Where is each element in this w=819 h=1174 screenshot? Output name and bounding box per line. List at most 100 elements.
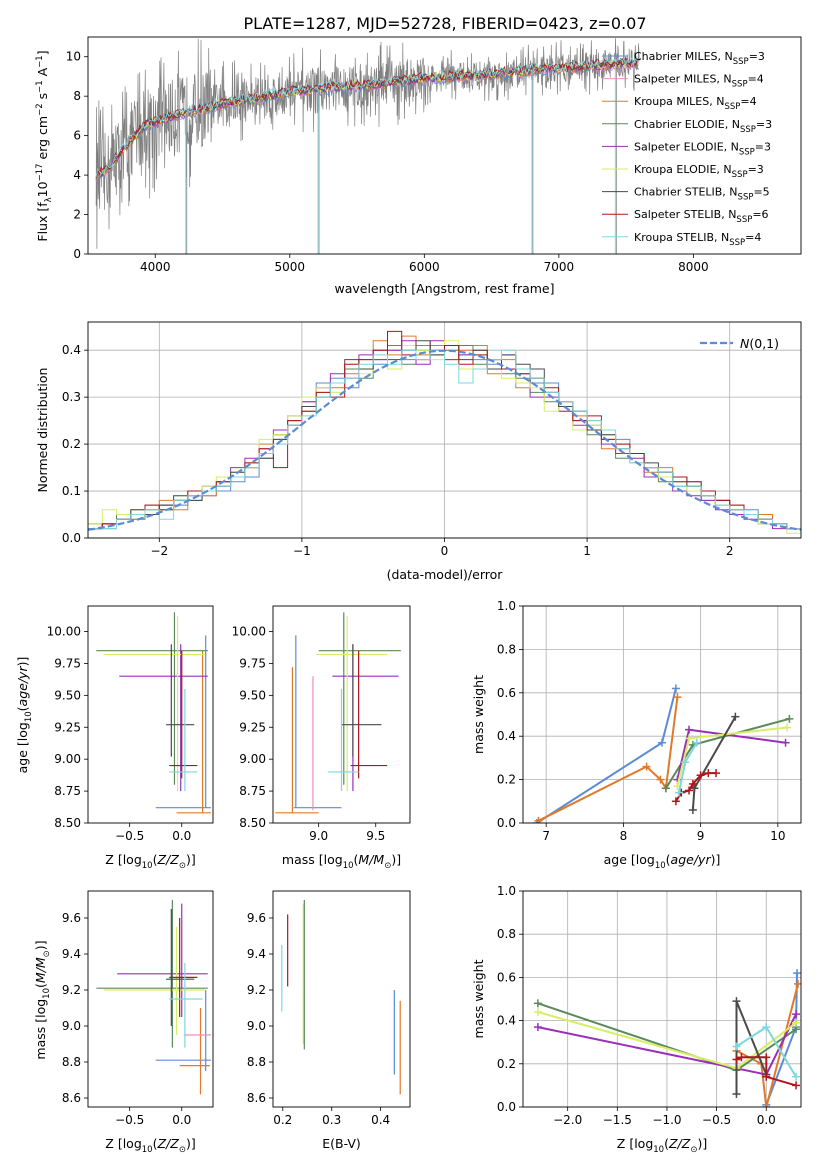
x-tick-label: −1 bbox=[293, 544, 311, 558]
mass-vs-Z-xlabel: Z [log10(Z/Z⊙)] bbox=[105, 1136, 195, 1155]
y-tick-label: 9.50 bbox=[54, 688, 81, 702]
weight-vs-age-ylabel: mass weight bbox=[471, 675, 486, 754]
age-vs-Z-plot bbox=[96, 612, 211, 814]
weight-vs-age-frame bbox=[522, 605, 802, 824]
y-tick-label: 9.25 bbox=[54, 720, 81, 734]
residuals-axes: −2 −1 0 1 2 0.0 0.1 0.2 0.3 0.4 bbox=[62, 322, 801, 558]
residuals-legend: N(0,1) bbox=[700, 336, 779, 351]
x-tick-label: −1.5 bbox=[603, 1113, 632, 1127]
y-tick-label: 0.6 bbox=[497, 686, 516, 700]
age-vs-mass-frame bbox=[272, 605, 411, 824]
y-tick-label: 8.8 bbox=[62, 1055, 81, 1069]
spectrum-axes: 4000 5000 6000 7000 8000 0 2 4 6 8 10 bbox=[66, 50, 709, 274]
x-tick-label: 9.5 bbox=[366, 829, 385, 843]
weight-vs-Z-ylabel: mass weight bbox=[471, 959, 486, 1038]
y-tick-label: 8.75 bbox=[54, 784, 81, 798]
y-tick-label: 9.0 bbox=[247, 1019, 266, 1033]
gaussian-curve bbox=[88, 349, 801, 531]
mass-vs-Z-frame bbox=[87, 890, 214, 1108]
y-tick-label: 10 bbox=[66, 50, 81, 64]
weight-vs-Z-frame bbox=[522, 890, 802, 1108]
y-tick-label: 10.00 bbox=[232, 625, 266, 639]
mass-vs-Z-axes: −0.5 0.0 8.6 8.8 9.0 9.2 9.4 9.6 bbox=[62, 911, 191, 1127]
y-tick-label: 1.0 bbox=[497, 884, 516, 898]
residuals-plot bbox=[88, 330, 801, 538]
y-tick-label: 0.8 bbox=[497, 927, 516, 941]
mass-vs-EBV-frame bbox=[272, 890, 411, 1108]
y-tick-label: 0.1 bbox=[62, 484, 81, 498]
age-vs-Z-frame bbox=[87, 605, 214, 824]
legend-label: Kroupa ELODIE, NSSP=3 bbox=[634, 163, 764, 180]
x-tick-label: 5000 bbox=[275, 260, 306, 274]
spectrum-frame bbox=[87, 36, 802, 255]
age-ylabel: age [log10(age/yr)] bbox=[15, 657, 34, 774]
legend-label: Salpeter ELODIE, NSSP=3 bbox=[634, 140, 771, 157]
spectrum-plot bbox=[95, 38, 640, 254]
x-tick-label: 0.0 bbox=[172, 829, 191, 843]
y-tick-label: 0.0 bbox=[497, 816, 516, 830]
mass-ylabel: mass [log10(M/M⊙)] bbox=[33, 940, 52, 1059]
weight-vs-age-axes: 7 8 9 10 0.0 0.2 0.4 0.6 0.8 1.0 bbox=[497, 599, 801, 843]
mass-vs-Z-plot bbox=[96, 900, 211, 1095]
x-tick-label: −0.5 bbox=[702, 1113, 731, 1127]
age-vs-mass-plot bbox=[275, 612, 401, 814]
residuals-xlabel: (data-model)/error bbox=[387, 567, 504, 582]
mass-vs-EBV-plot bbox=[281, 900, 401, 1095]
legend-label: N(0,1) bbox=[740, 336, 779, 351]
y-tick-label: 0.2 bbox=[62, 437, 81, 451]
y-tick-label: 9.0 bbox=[62, 1019, 81, 1033]
y-tick-label: 0.4 bbox=[497, 1014, 516, 1028]
y-tick-label: 9.6 bbox=[62, 911, 81, 925]
age-vs-mass-xlabel: mass [log10(M/M⊙)] bbox=[282, 852, 401, 871]
x-tick-label: 0.2 bbox=[273, 1113, 292, 1127]
x-tick-label: 0.4 bbox=[371, 1113, 390, 1127]
y-tick-label: 8.8 bbox=[247, 1055, 266, 1069]
y-tick-label: 9.6 bbox=[247, 911, 266, 925]
y-tick-label: 2 bbox=[73, 208, 81, 222]
legend-label: Salpeter MILES, NSSP=4 bbox=[634, 73, 764, 90]
y-tick-label: 0.2 bbox=[497, 1057, 516, 1071]
residuals-frame bbox=[87, 321, 802, 539]
mass-vs-EBV-axes: 0.2 0.3 0.4 8.6 8.8 9.0 9.2 9.4 9.6 bbox=[247, 911, 390, 1127]
x-tick-label: 6000 bbox=[409, 260, 440, 274]
y-tick-label: 0.0 bbox=[497, 1100, 516, 1114]
y-tick-label: 9.75 bbox=[239, 656, 266, 670]
y-tick-label: 9.2 bbox=[247, 983, 266, 997]
y-tick-label: 9.4 bbox=[247, 947, 266, 961]
x-tick-label: 1 bbox=[583, 544, 591, 558]
y-tick-label: 1.0 bbox=[497, 599, 516, 613]
x-tick-label: 0.0 bbox=[172, 1113, 191, 1127]
legend-label: Chabrier STELIB, NSSP=5 bbox=[634, 186, 770, 203]
x-tick-label: 7 bbox=[542, 829, 550, 843]
x-tick-label: −1.0 bbox=[652, 1113, 681, 1127]
y-tick-label: 8.75 bbox=[239, 784, 266, 798]
legend-label: Chabrier ELODIE, NSSP=3 bbox=[634, 118, 772, 135]
y-tick-label: 9.4 bbox=[62, 947, 81, 961]
y-tick-label: 0 bbox=[73, 247, 81, 261]
y-tick-label: 9.00 bbox=[239, 752, 266, 766]
residuals-ylabel: Normed distribution bbox=[35, 368, 50, 493]
weight-vs-Z-plot bbox=[533, 969, 801, 1107]
y-tick-label: 8.50 bbox=[239, 816, 266, 830]
weight-vs-age-plot bbox=[532, 684, 794, 823]
model-spectrum-line bbox=[95, 56, 639, 178]
x-tick-label: 7000 bbox=[544, 260, 575, 274]
x-tick-label: 2 bbox=[726, 544, 734, 558]
y-tick-label: 8.50 bbox=[54, 816, 81, 830]
series-line bbox=[536, 688, 677, 823]
x-tick-label: 9 bbox=[697, 829, 705, 843]
y-tick-label: 4 bbox=[73, 168, 81, 182]
legend-label: Salpeter STELIB, NSSP=6 bbox=[634, 208, 769, 225]
y-tick-label: 9.25 bbox=[239, 720, 266, 734]
legend-label: Chabrier MILES, NSSP=3 bbox=[634, 50, 765, 67]
figure-title: PLATE=1287, MJD=52728, FIBERID=0423, z=0… bbox=[243, 14, 646, 33]
y-tick-label: 0.6 bbox=[497, 970, 516, 984]
spectrum-legend: Chabrier MILES, NSSP=3 Salpeter MILES, NS… bbox=[602, 50, 772, 248]
y-tick-label: 6 bbox=[73, 129, 81, 143]
x-tick-label: −2.0 bbox=[553, 1113, 582, 1127]
y-tick-label: 9.00 bbox=[54, 752, 81, 766]
series-line bbox=[537, 696, 679, 822]
x-tick-label: 0.3 bbox=[322, 1113, 341, 1127]
x-tick-label: −2 bbox=[150, 544, 168, 558]
